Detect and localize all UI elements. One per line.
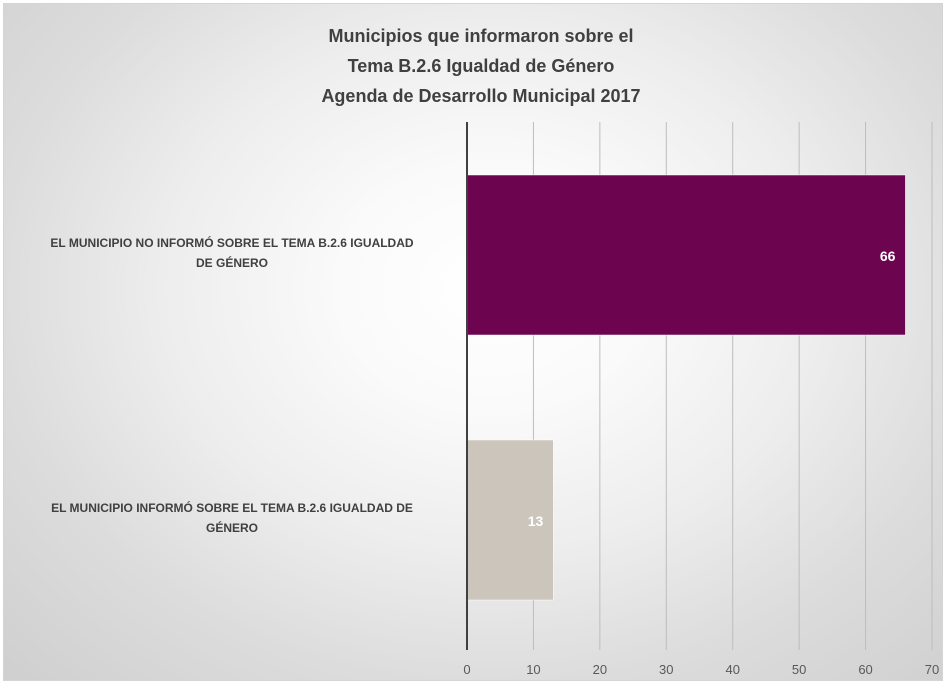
data-label: 66 bbox=[880, 248, 896, 264]
chart-title-line: Municipios que informaron sobre el bbox=[328, 26, 633, 46]
category-label: DE GÉNERO bbox=[196, 255, 268, 270]
category-label: EL MUNICIPIO NO INFORMÓ SOBRE EL TEMA B.… bbox=[50, 235, 413, 250]
data-labels: 66 13 bbox=[528, 248, 896, 529]
x-tick-label: 20 bbox=[593, 662, 607, 677]
chart-title-line: Agenda de Desarrollo Municipal 2017 bbox=[321, 86, 640, 106]
bar bbox=[466, 439, 554, 601]
x-tick-label: 60 bbox=[858, 662, 872, 677]
chart-title: Municipios que informaron sobre el Tema B… bbox=[321, 26, 640, 106]
bars bbox=[466, 174, 906, 601]
chart-title-line: Tema B.2.6 Igualdad de Género bbox=[348, 56, 615, 76]
x-tick-label: 30 bbox=[659, 662, 673, 677]
category-label: EL MUNICIPIO INFORMÓ SOBRE EL TEMA B.2.6… bbox=[51, 500, 413, 515]
x-tick-label: 70 bbox=[925, 662, 939, 677]
x-tick-label: 50 bbox=[792, 662, 806, 677]
data-label: 13 bbox=[528, 513, 544, 529]
category-axis: EL MUNICIPIO NO INFORMÓ SOBRE EL TEMA B.… bbox=[50, 235, 413, 535]
x-tick-label: 40 bbox=[725, 662, 739, 677]
x-tick-label: 10 bbox=[526, 662, 540, 677]
value-axis: 0 10 20 30 40 50 60 70 bbox=[463, 122, 939, 677]
bar bbox=[466, 174, 906, 336]
category-label: GÉNERO bbox=[206, 520, 258, 535]
x-tick-label: 0 bbox=[463, 662, 470, 677]
